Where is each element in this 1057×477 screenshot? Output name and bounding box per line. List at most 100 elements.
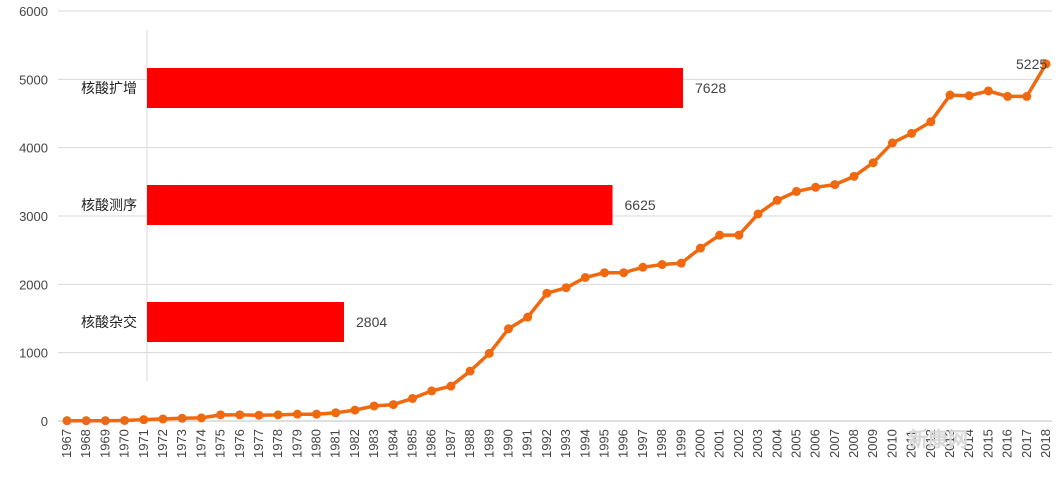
bar-category-label: 核酸杂交 <box>81 314 137 331</box>
data-point <box>120 415 130 425</box>
bar-category-label: 核酸测序 <box>81 198 137 214</box>
data-point <box>638 262 648 272</box>
data-point <box>100 416 110 426</box>
x-axis: 1967 1968 1969 1970 1971 1972 1973 1974 1975 1976… <box>59 429 1053 458</box>
data-point <box>791 186 801 196</box>
x-tick-label: 2004 <box>769 429 784 458</box>
x-tick-label: 1975 <box>213 429 228 458</box>
x-tick-label: 1994 <box>577 429 592 458</box>
y-tick-label: 3000 <box>19 209 48 224</box>
bar <box>147 185 613 225</box>
x-tick-label: 1971 <box>136 429 151 458</box>
data-point <box>734 230 744 240</box>
x-tick-label: 1995 <box>596 429 611 458</box>
data-point <box>657 260 667 270</box>
y-tick-label: 4000 <box>19 141 48 156</box>
data-point <box>62 416 72 426</box>
x-tick-label: 1982 <box>347 429 362 458</box>
watermark: 新康网 <box>908 427 968 451</box>
bar-value-label: 6625 <box>625 197 656 213</box>
data-point <box>830 180 840 190</box>
x-tick-label: 1981 <box>328 429 343 458</box>
data-point <box>599 268 609 278</box>
x-tick-label: 2016 <box>1000 429 1015 458</box>
y-tick-label: 2000 <box>19 277 48 292</box>
bar-inset: 核酸扩增 7628 核酸测序 6625 核酸杂交 2804 <box>81 30 726 381</box>
x-tick-label: 1978 <box>270 429 285 458</box>
x-tick-label: 1969 <box>97 429 112 458</box>
x-tick-label: 1989 <box>481 429 496 458</box>
data-point <box>484 348 494 358</box>
y-tick-label: 5000 <box>19 72 48 87</box>
x-tick-label: 1983 <box>366 429 381 458</box>
data-point <box>561 283 571 293</box>
data-point <box>81 416 91 426</box>
x-tick-label: 1990 <box>501 429 516 458</box>
x-tick-label: 2014 <box>961 429 976 458</box>
x-tick-label: 2002 <box>731 429 746 458</box>
x-tick-label: 2001 <box>712 429 727 458</box>
x-tick-label: 1999 <box>673 429 688 458</box>
x-tick-label: 1974 <box>193 429 208 458</box>
data-point <box>177 413 187 423</box>
x-tick-label: 1993 <box>558 429 573 458</box>
x-tick-label: 2015 <box>980 429 995 458</box>
data-point <box>907 128 917 138</box>
data-point <box>427 386 437 396</box>
x-tick-label: 1984 <box>385 429 400 458</box>
data-point <box>369 401 379 411</box>
x-tick-label: 1979 <box>289 429 304 458</box>
x-tick-label: 2000 <box>692 429 707 458</box>
y-tick-label: 1000 <box>19 346 48 361</box>
x-tick-label: 1977 <box>251 429 266 458</box>
x-tick-label: 1970 <box>117 429 132 458</box>
x-tick-label: 2006 <box>808 429 823 458</box>
x-tick-label: 1972 <box>155 429 170 458</box>
x-tick-label: 2009 <box>865 429 880 458</box>
bar-value-label: 2804 <box>356 314 387 330</box>
data-point <box>1041 59 1051 69</box>
data-point <box>292 409 302 419</box>
data-point <box>196 413 206 423</box>
data-point <box>139 415 149 425</box>
y-axis: 0 1000 2000 3000 4000 5000 6000 <box>19 4 48 429</box>
data-point <box>849 171 859 181</box>
data-point <box>254 410 264 420</box>
x-tick-label: 2018 <box>1038 429 1053 458</box>
data-point <box>235 410 245 420</box>
x-tick-label: 2012 <box>923 429 938 458</box>
y-tick-label: 0 <box>41 414 48 429</box>
series-line <box>65 62 1048 423</box>
x-tick-label: 1973 <box>174 429 189 458</box>
x-tick-label: 1967 <box>59 429 74 458</box>
x-tick-label: 1968 <box>78 429 93 458</box>
data-point <box>772 195 782 205</box>
bar-value-label: 7628 <box>695 80 726 96</box>
data-point <box>1003 91 1013 101</box>
data-point <box>926 117 936 127</box>
x-tick-label: 1980 <box>309 429 324 458</box>
x-tick-label: 1987 <box>443 429 458 458</box>
x-tick-label: 2017 <box>1019 429 1034 458</box>
data-point <box>619 268 629 278</box>
data-point <box>350 405 360 415</box>
data-point <box>887 138 897 148</box>
x-tick-label: 2008 <box>846 429 861 458</box>
x-tick-label: 1986 <box>424 429 439 458</box>
data-point <box>504 324 514 334</box>
x-tick-label: 1998 <box>654 429 669 458</box>
data-point <box>580 273 590 282</box>
x-tick-label: 2003 <box>750 429 765 458</box>
x-tick-label: 1976 <box>232 429 247 458</box>
x-tick-label: 2005 <box>788 429 803 458</box>
x-tick-label: 2011 <box>904 430 919 458</box>
data-point <box>216 410 226 420</box>
x-tick-label: 2010 <box>884 429 899 458</box>
data-point <box>753 209 763 219</box>
x-tick-label: 1991 <box>520 429 535 458</box>
x-tick-label: 1985 <box>405 429 420 458</box>
line-series: 5225 <box>62 56 1051 426</box>
data-point <box>811 182 821 192</box>
y-tick-label: 6000 <box>19 4 48 19</box>
data-point <box>523 312 533 322</box>
